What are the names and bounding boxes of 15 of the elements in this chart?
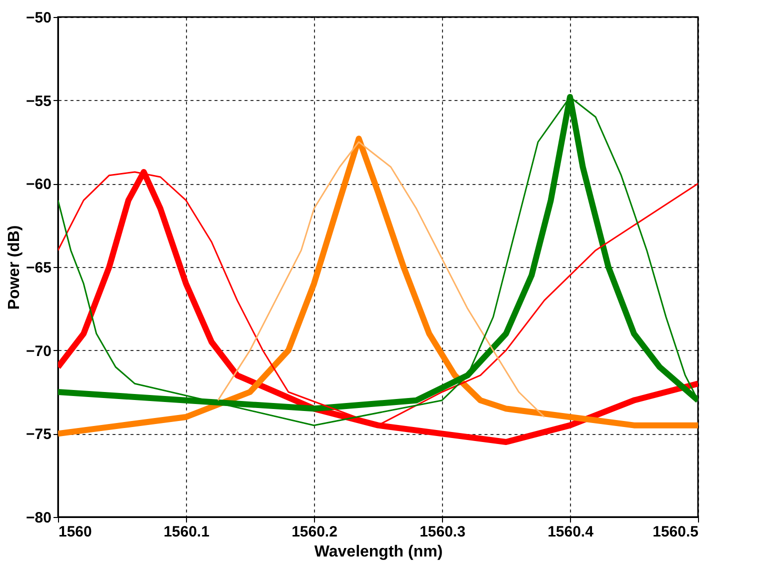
y-tick-label: −75 bbox=[26, 426, 52, 444]
x-tick-label: 1560 bbox=[58, 524, 92, 540]
y-tick-label: −80 bbox=[26, 510, 52, 526]
y-tick-label: −60 bbox=[26, 176, 52, 194]
y-tick-label: −65 bbox=[26, 260, 52, 276]
x-tick-label: 1560.1 bbox=[164, 524, 210, 540]
y-axis-title: Power (dB) bbox=[6, 225, 24, 310]
x-tick-label: 1560.4 bbox=[548, 524, 594, 540]
x-tick-label: 1560.5 bbox=[652, 524, 698, 540]
x-tick-label: 1560.3 bbox=[420, 524, 466, 540]
y-tick-label: −50 bbox=[26, 10, 52, 26]
x-tick-label: 1560.2 bbox=[292, 524, 338, 540]
y-tick-label: −70 bbox=[26, 342, 52, 360]
x-axis-title: Wavelength (nm) bbox=[314, 544, 443, 560]
y-tick-label: −55 bbox=[26, 92, 52, 110]
